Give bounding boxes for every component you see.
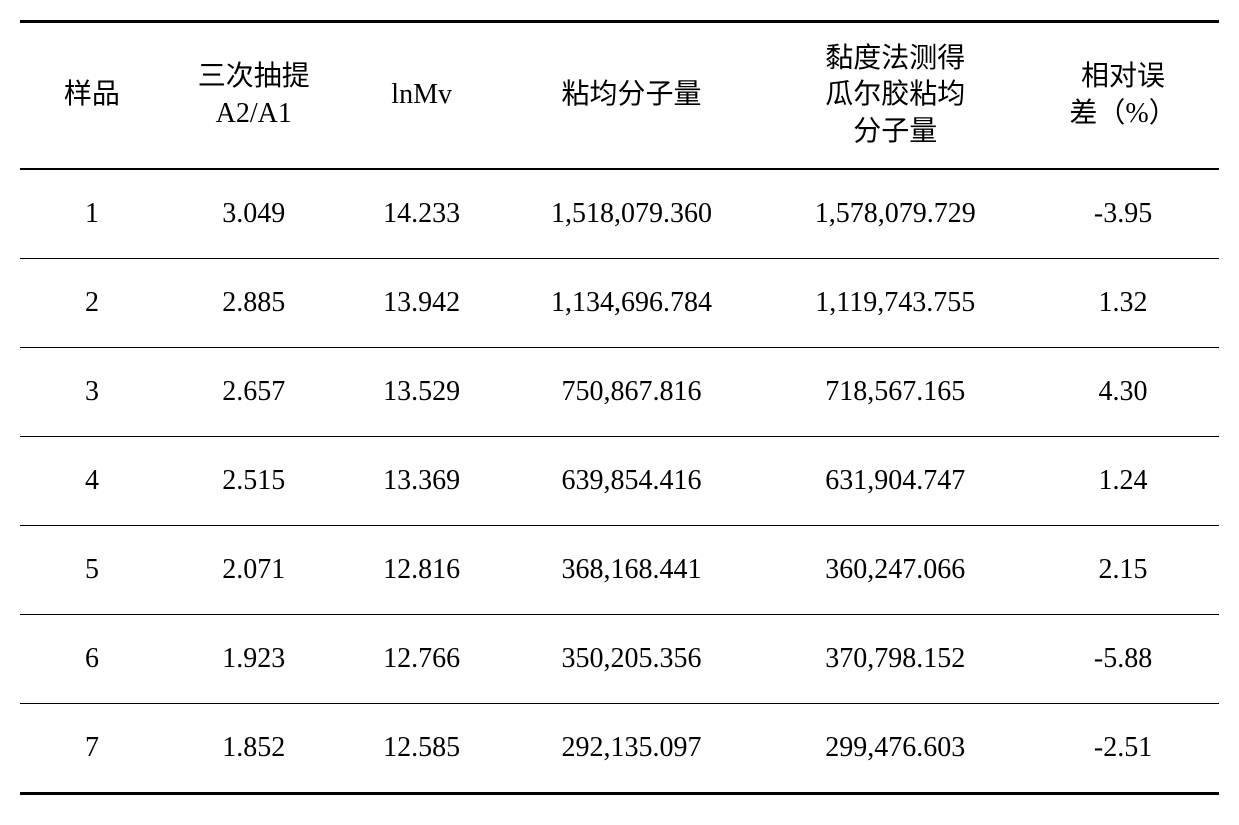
cell-lnmv: 12.766 [344,615,500,704]
cell-extraction: 1.852 [164,704,344,794]
cell-viscosity-mw: 292,135.097 [500,704,764,794]
header-error: 相对误差（%） [1027,22,1219,170]
table-row: 5 2.071 12.816 368,168.441 360,247.066 2… [20,526,1219,615]
cell-lnmv: 12.585 [344,704,500,794]
cell-extraction: 1.923 [164,615,344,704]
table-row: 2 2.885 13.942 1,134,696.784 1,119,743.7… [20,259,1219,348]
data-table: 样品 三次抽提A2/A1 lnMv 粘均分子量 黏度法测得瓜尔胶粘均分子量 相对… [20,20,1219,795]
cell-error: -2.51 [1027,704,1219,794]
table-row: 4 2.515 13.369 639,854.416 631,904.747 1… [20,437,1219,526]
cell-guar-mw: 718,567.165 [763,348,1027,437]
cell-lnmv: 12.816 [344,526,500,615]
cell-guar-mw: 370,798.152 [763,615,1027,704]
cell-sample: 3 [20,348,164,437]
header-row: 样品 三次抽提A2/A1 lnMv 粘均分子量 黏度法测得瓜尔胶粘均分子量 相对… [20,22,1219,170]
cell-sample: 1 [20,169,164,259]
cell-error: 4.30 [1027,348,1219,437]
cell-sample: 5 [20,526,164,615]
table-row: 3 2.657 13.529 750,867.816 718,567.165 4… [20,348,1219,437]
cell-guar-mw: 360,247.066 [763,526,1027,615]
table-header: 样品 三次抽提A2/A1 lnMv 粘均分子量 黏度法测得瓜尔胶粘均分子量 相对… [20,22,1219,170]
cell-viscosity-mw: 750,867.816 [500,348,764,437]
cell-extraction: 3.049 [164,169,344,259]
cell-guar-mw: 1,119,743.755 [763,259,1027,348]
cell-guar-mw: 1,578,079.729 [763,169,1027,259]
cell-lnmv: 13.529 [344,348,500,437]
cell-error: 1.32 [1027,259,1219,348]
header-lnmv: lnMv [344,22,500,170]
cell-viscosity-mw: 368,168.441 [500,526,764,615]
cell-viscosity-mw: 639,854.416 [500,437,764,526]
table-row: 7 1.852 12.585 292,135.097 299,476.603 -… [20,704,1219,794]
cell-sample: 7 [20,704,164,794]
cell-extraction: 2.515 [164,437,344,526]
cell-extraction: 2.071 [164,526,344,615]
header-guar-mw: 黏度法测得瓜尔胶粘均分子量 [763,22,1027,170]
table-body: 1 3.049 14.233 1,518,079.360 1,578,079.7… [20,169,1219,794]
header-extraction: 三次抽提A2/A1 [164,22,344,170]
cell-viscosity-mw: 1,134,696.784 [500,259,764,348]
cell-error: -5.88 [1027,615,1219,704]
cell-sample: 2 [20,259,164,348]
header-sample: 样品 [20,22,164,170]
cell-error: 2.15 [1027,526,1219,615]
table-row: 1 3.049 14.233 1,518,079.360 1,578,079.7… [20,169,1219,259]
cell-sample: 6 [20,615,164,704]
cell-viscosity-mw: 350,205.356 [500,615,764,704]
cell-lnmv: 13.369 [344,437,500,526]
cell-error: -3.95 [1027,169,1219,259]
cell-viscosity-mw: 1,518,079.360 [500,169,764,259]
cell-error: 1.24 [1027,437,1219,526]
header-viscosity-mw: 粘均分子量 [500,22,764,170]
table-row: 6 1.923 12.766 350,205.356 370,798.152 -… [20,615,1219,704]
cell-lnmv: 13.942 [344,259,500,348]
cell-extraction: 2.657 [164,348,344,437]
cell-sample: 4 [20,437,164,526]
cell-lnmv: 14.233 [344,169,500,259]
cell-extraction: 2.885 [164,259,344,348]
cell-guar-mw: 299,476.603 [763,704,1027,794]
cell-guar-mw: 631,904.747 [763,437,1027,526]
